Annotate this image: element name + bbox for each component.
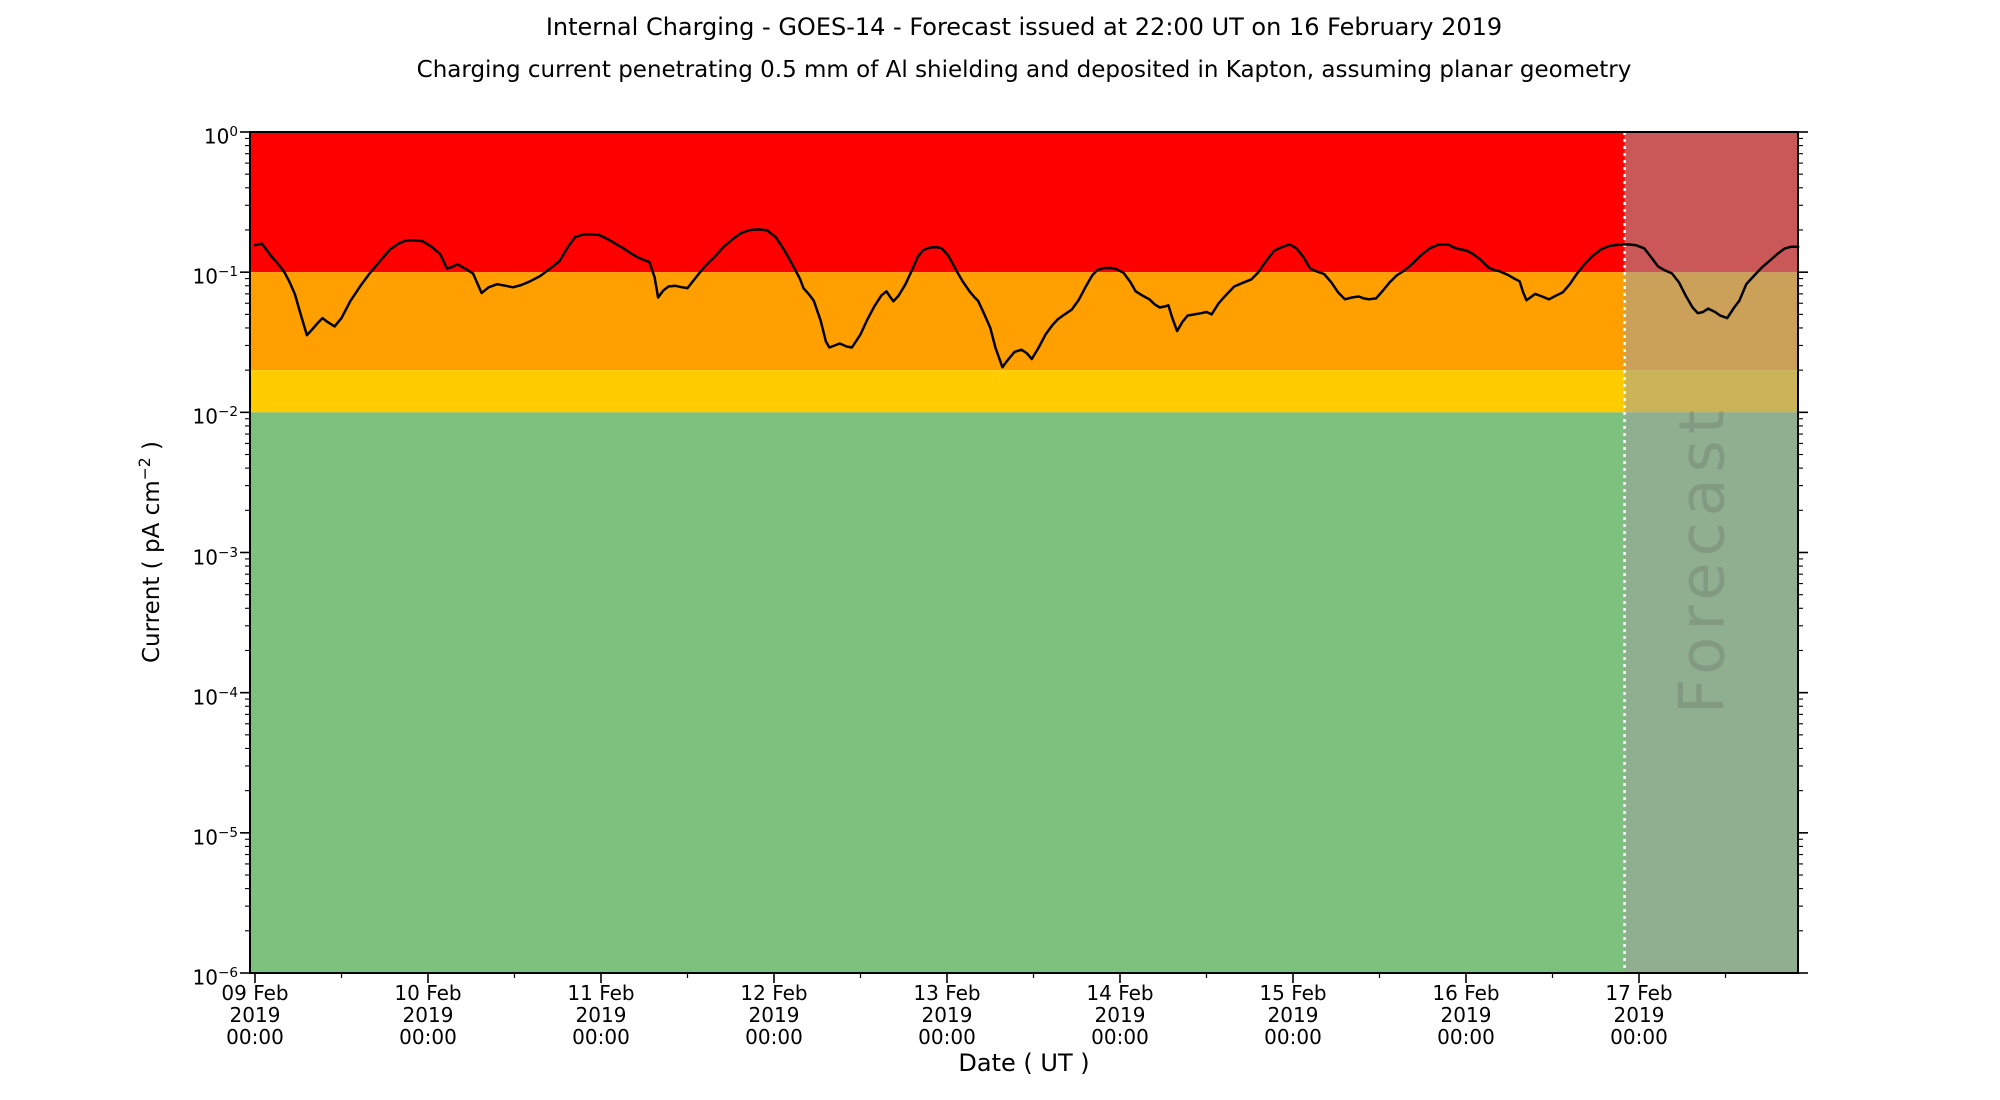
y-tick-label: 10−4: [192, 684, 239, 710]
x-tick-label: 17 Feb 2019 00:00: [1605, 981, 1673, 1049]
x-tick-label: 15 Feb 2019 00:00: [1259, 981, 1327, 1049]
y-tick-label: 10−3: [192, 544, 239, 570]
forecast-overlay: [1624, 132, 1798, 973]
x-tick-label: 13 Feb 2019 00:00: [913, 981, 981, 1049]
band-green: [250, 412, 1798, 973]
forecast-watermark: Forecast: [1666, 404, 1739, 714]
x-tick-label: 09 Feb 2019 00:00: [221, 981, 289, 1049]
chart-title: Internal Charging - GOES-14 - Forecast i…: [545, 13, 1503, 41]
x-tick-label: 11 Feb 2019 00:00: [567, 981, 635, 1049]
y-tick-label: 10−1: [192, 264, 239, 289]
x-tick-label: 16 Feb 2019 00:00: [1432, 981, 1500, 1049]
y-tick-label: 10−2: [192, 404, 239, 429]
band-orange: [250, 272, 1798, 371]
band-yellow: [250, 370, 1798, 413]
y-tick-label: 100: [203, 124, 238, 149]
chart-subtitle: Charging current penetrating 0.5 mm of A…: [416, 57, 1632, 83]
series-line-charging-current: [253, 228, 1800, 369]
x-axis-label: Date ( UT ): [958, 1049, 1090, 1077]
x-tick-label: 10 Feb 2019 00:00: [394, 981, 462, 1049]
y-axis-label: Current ( pA cm−2 ): [135, 441, 165, 663]
y-tick-label: 10−6: [192, 965, 239, 990]
y-axis-label-exponent: −2: [135, 457, 155, 481]
y-axis-label-suffix: ): [138, 440, 165, 458]
y-axis-label-text: Current ( pA cm: [138, 480, 165, 664]
plot-area: Forecast: [240, 131, 1808, 983]
x-tick-label: 14 Feb 2019 00:00: [1086, 981, 1154, 1049]
plot-border: [249, 131, 1799, 974]
band-red: [250, 132, 1798, 273]
y-tick-label: 10−5: [192, 824, 239, 850]
x-tick-label: 12 Feb 2019 00:00: [740, 981, 808, 1049]
